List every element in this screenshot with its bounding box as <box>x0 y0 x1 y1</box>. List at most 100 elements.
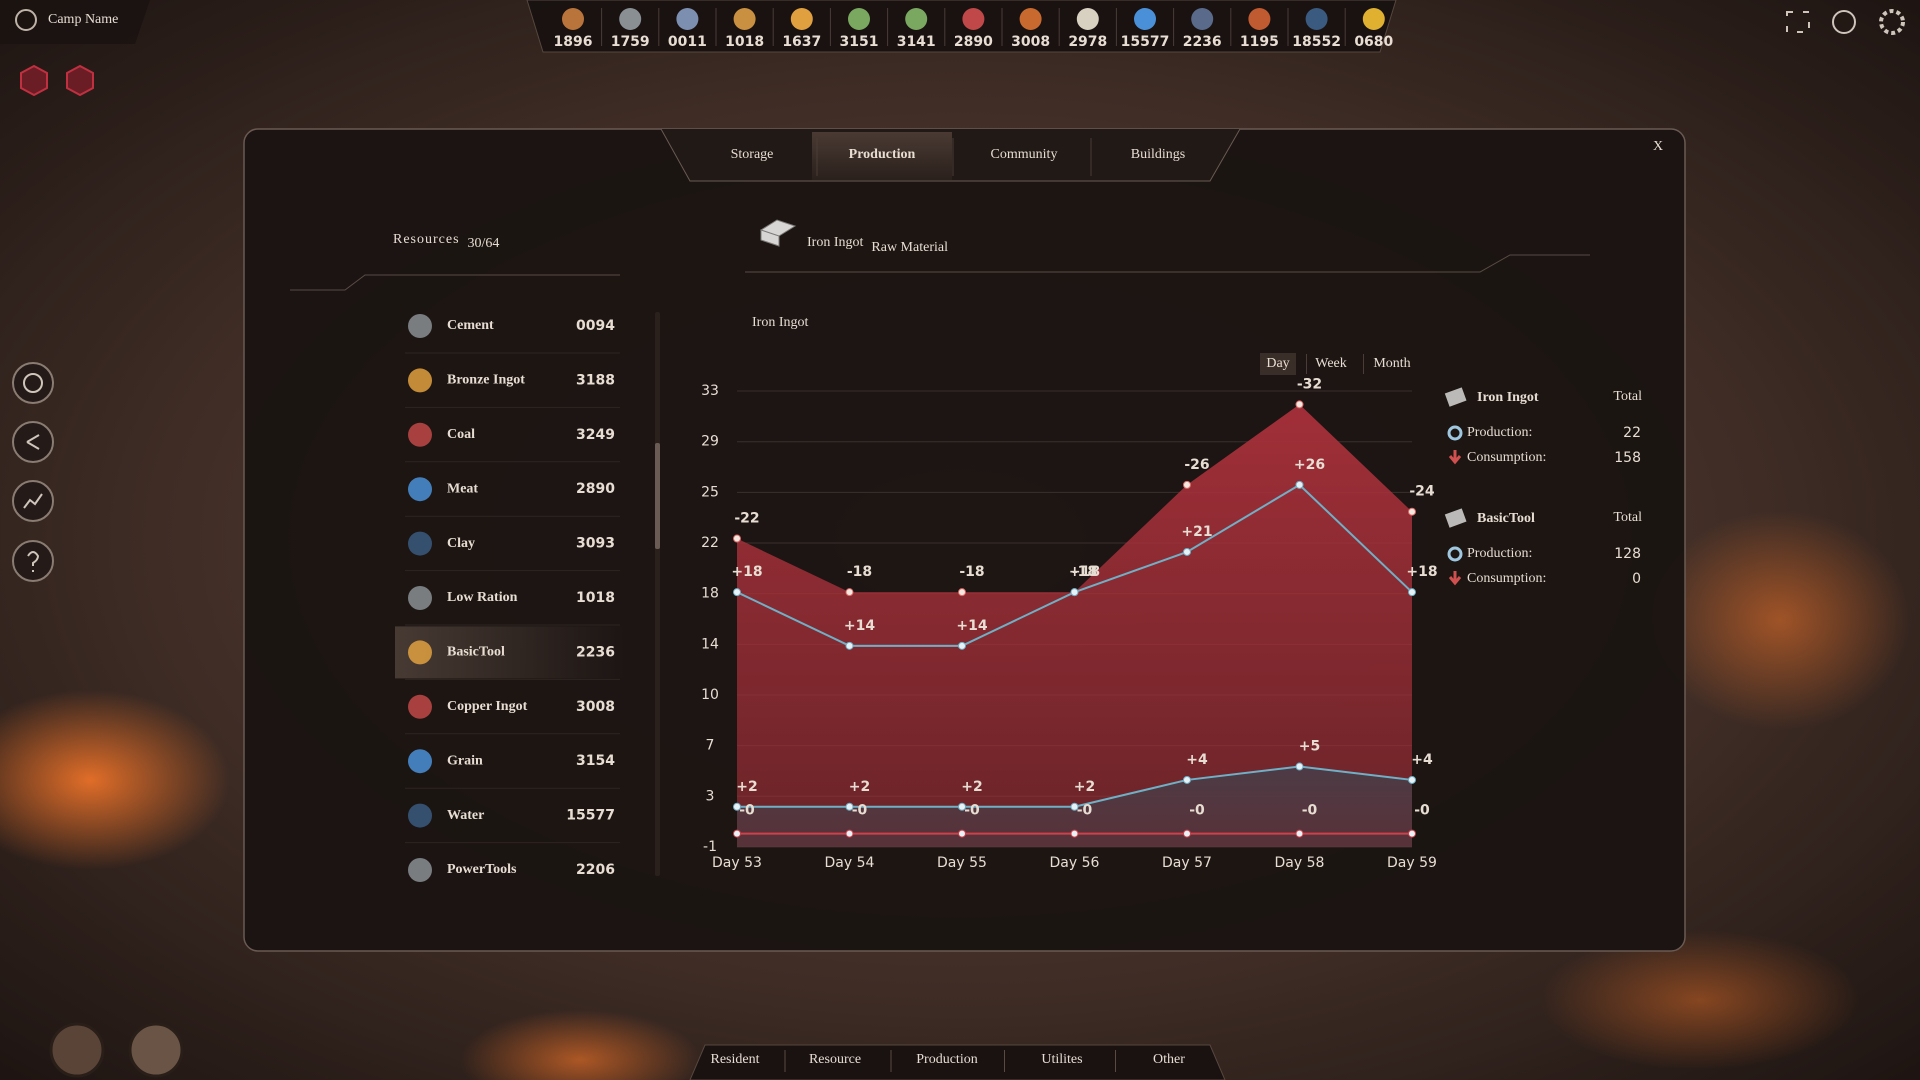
resource-icon[interactable] <box>848 8 870 30</box>
resource-icon[interactable] <box>1305 8 1328 30</box>
summary-name: Iron Ingot <box>1477 390 1539 405</box>
resource-icon[interactable] <box>1019 8 1042 30</box>
globe-button[interactable] <box>12 362 54 404</box>
y-tick-label: 7 <box>706 738 715 754</box>
scroll-thumb[interactable] <box>655 443 660 549</box>
bottom-nav-item[interactable]: Production <box>916 1052 977 1067</box>
resource-amount: 18552 <box>1292 34 1341 50</box>
resource-name: Bronze Ingot <box>447 373 525 388</box>
resource-icon <box>408 422 432 447</box>
share-button[interactable] <box>12 421 54 463</box>
resources-title: Resources <box>393 232 460 247</box>
resource-icon[interactable] <box>562 8 584 30</box>
resource-amount: 1637 <box>782 34 821 50</box>
point <box>1408 588 1416 597</box>
resource-icon[interactable] <box>676 8 699 30</box>
point <box>845 641 854 650</box>
bottom-nav-item[interactable]: Resource <box>809 1052 861 1067</box>
resource-icon[interactable] <box>905 8 928 30</box>
point <box>958 641 966 650</box>
x-tick-label: Day 57 <box>1162 855 1212 871</box>
resource-icon <box>408 803 432 828</box>
chart-title: Iron Ingot <box>752 315 808 330</box>
resource-icon <box>408 314 432 338</box>
resource-amount: 3249 <box>576 427 615 443</box>
scrollbar[interactable] <box>655 312 660 876</box>
focus-button[interactable] <box>1786 11 1810 33</box>
resource-icon[interactable] <box>733 8 756 30</box>
tab[interactable]: Buildings <box>1131 147 1185 162</box>
resource-amount: 2978 <box>1068 34 1107 50</box>
period-option[interactable]: Month <box>1373 356 1410 371</box>
help-button[interactable] <box>1832 10 1856 34</box>
value-label: -0 <box>1414 803 1430 819</box>
resource-amount: 2890 <box>576 481 615 497</box>
point <box>1408 775 1416 784</box>
point <box>733 802 741 811</box>
bottom-nav-item[interactable]: Other <box>1153 1052 1185 1067</box>
x-tick-label: Day 55 <box>937 855 987 871</box>
value-label: -24 <box>1409 484 1435 500</box>
resources-count: 30/64 <box>468 236 500 251</box>
resource-icon[interactable] <box>1076 8 1099 30</box>
help-button[interactable] <box>12 540 54 582</box>
y-tick-label: 29 <box>701 434 719 450</box>
resource-icon <box>408 858 432 882</box>
point <box>1295 762 1304 771</box>
camp-bar <box>0 0 150 44</box>
resource-icon[interactable] <box>790 8 813 30</box>
portrait[interactable] <box>49 1022 105 1078</box>
resource-icon[interactable] <box>1134 8 1156 30</box>
value-label: +18 <box>1406 564 1437 580</box>
period-option[interactable]: Week <box>1315 356 1347 371</box>
resource-icon[interactable] <box>1248 8 1271 30</box>
value-label: -26 <box>1184 457 1209 473</box>
resource-amount: 0680 <box>1354 34 1393 50</box>
close-button[interactable]: X <box>1653 139 1663 154</box>
resource-name: BasicTool <box>447 645 505 660</box>
resource-icon[interactable] <box>1362 8 1385 30</box>
value-label: -0 <box>1077 803 1093 819</box>
resource-icon[interactable] <box>962 8 985 30</box>
portrait[interactable] <box>128 1022 184 1078</box>
resource-icon[interactable] <box>619 8 642 30</box>
camp-name: Camp Name <box>48 12 118 27</box>
stats-glyph <box>23 493 43 509</box>
resource-amount: 1759 <box>611 34 650 50</box>
point <box>1183 547 1191 556</box>
period-option[interactable]: Day <box>1266 356 1289 371</box>
resource-icon[interactable] <box>1191 8 1214 30</box>
tab[interactable]: Production <box>849 147 916 162</box>
tab[interactable]: Community <box>991 147 1058 162</box>
value-label: -18 <box>847 564 872 580</box>
settings-button[interactable] <box>1879 9 1905 35</box>
value-label: +14 <box>844 618 875 634</box>
value-label: +2 <box>1074 779 1095 795</box>
camp-icon[interactable] <box>15 9 37 31</box>
resource-amount: 2236 <box>1183 34 1222 50</box>
status-icon[interactable] <box>20 64 48 97</box>
resource-amount: 2236 <box>576 644 615 660</box>
resource-amount: 3188 <box>576 372 615 388</box>
resource-amount: 3008 <box>576 699 615 715</box>
resource-icon <box>408 640 432 665</box>
tab[interactable]: Storage <box>731 147 774 162</box>
value-label: -18 <box>959 564 984 580</box>
summary-icon <box>1444 387 1467 407</box>
resource-amount: 2206 <box>576 862 615 878</box>
point <box>733 534 741 543</box>
selected-row <box>395 626 625 679</box>
x-tick-label: Day 58 <box>1275 855 1325 871</box>
summary-name: BasicTool <box>1477 511 1535 526</box>
resource-icon <box>408 531 432 556</box>
bottom-nav-item[interactable]: Resident <box>711 1052 760 1067</box>
status-icon[interactable] <box>66 64 94 97</box>
point <box>1070 829 1079 838</box>
resource-amount: 3141 <box>897 34 936 50</box>
resource-amount: 0011 <box>668 34 707 50</box>
bottom-nav-item[interactable]: Utilites <box>1041 1052 1082 1067</box>
value-label: +14 <box>956 618 987 634</box>
x-tick-label: Day 54 <box>825 855 875 871</box>
stats-button[interactable] <box>12 480 54 522</box>
